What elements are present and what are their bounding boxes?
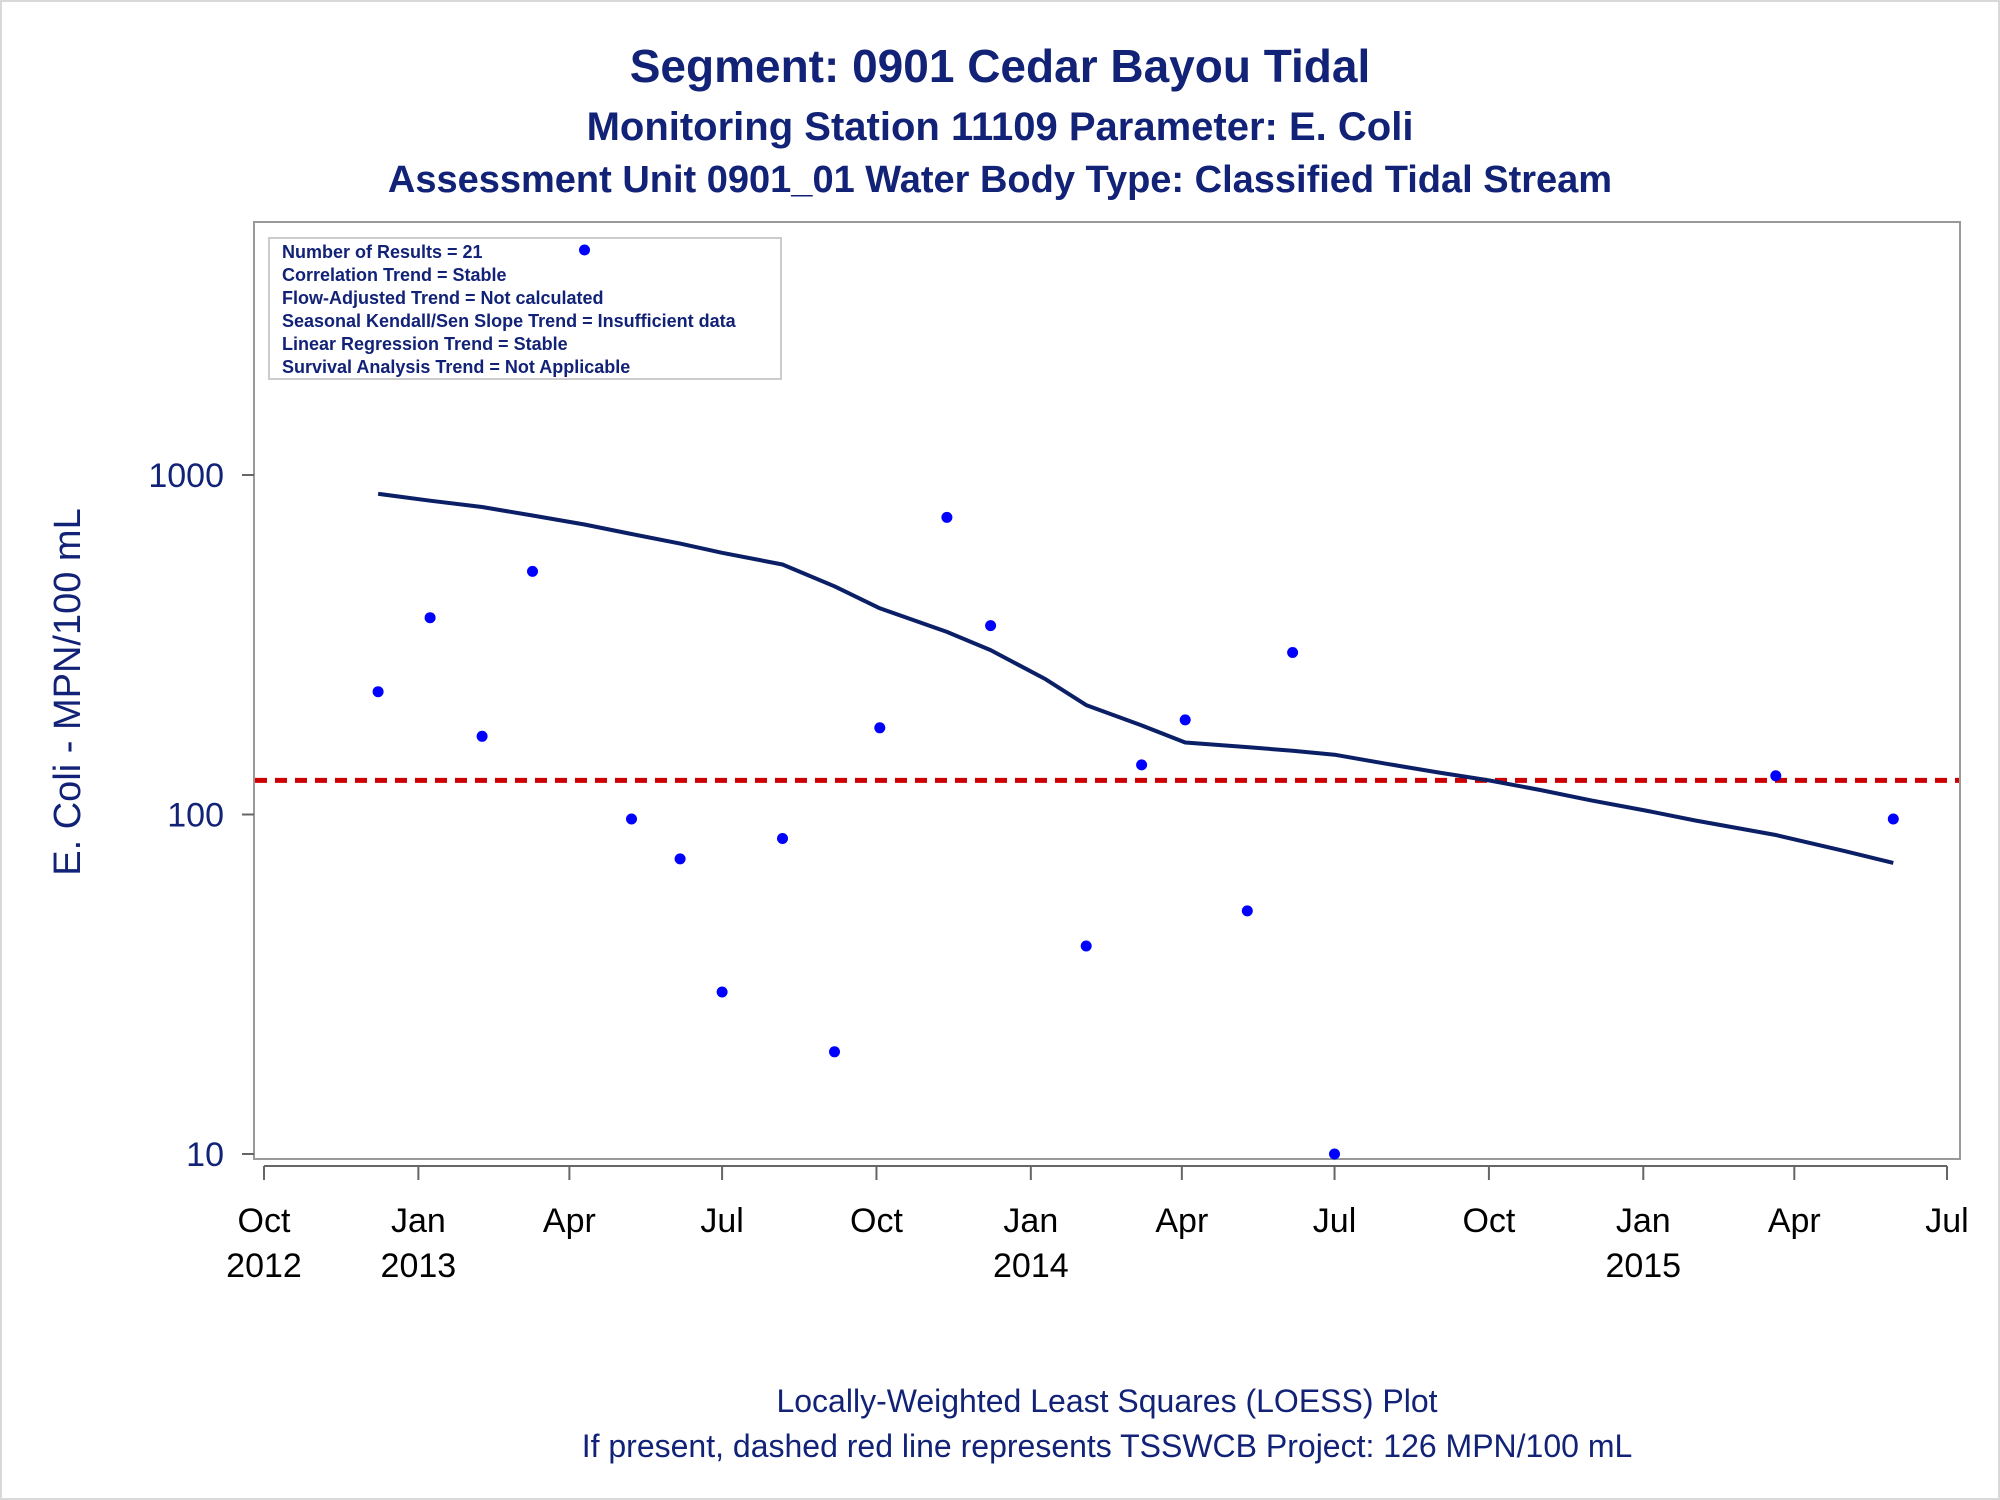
x-tick-year-label: 2014 [993, 1247, 1069, 1285]
data-point [1770, 770, 1782, 782]
y-tick-label: 100 [167, 797, 224, 835]
x-tick-year-label: 2013 [381, 1247, 457, 1285]
x-tick-label: Apr [1155, 1202, 1208, 1240]
x-tick-label: Oct [238, 1202, 291, 1240]
chart-subtitle-station: Monitoring Station 11109 Parameter: E. C… [587, 105, 1414, 149]
x-tick-year-label: 2012 [226, 1247, 302, 1285]
x-axis: Oct 2012 Jan 2013 Apr Jul Oct Jan 2014 Apr Jul Oct J… [226, 1165, 1969, 1285]
trend-summary-box: Number of Results = 21 Correlation Trend… [268, 237, 782, 380]
data-point [1136, 759, 1148, 771]
x-tick-label: Jan [391, 1202, 446, 1240]
chart-title: Segment: 0901 Cedar Bayou Tidal [630, 40, 1371, 92]
data-point [1179, 714, 1191, 726]
x-tick-label: Oct [850, 1202, 903, 1240]
data-point [1887, 813, 1899, 825]
loess-curve-layer [377, 491, 1894, 865]
trend-line-survival-analysis: Survival Analysis Trend = Not Applicable [282, 357, 630, 377]
data-point [372, 686, 384, 698]
x-tick-label: Apr [543, 1202, 596, 1240]
trend-line-flow-adjusted: Flow-Adjusted Trend = Not calculated [282, 288, 604, 308]
loess-curve [377, 491, 1894, 865]
x-tick-label: Jul [1313, 1202, 1356, 1240]
trend-line-correlation: Correlation Trend = Stable [282, 265, 507, 285]
chart-subtitle-assessment: Assessment Unit 0901_01 Water Body Type:… [388, 159, 1612, 201]
x-tick-label: Jul [1925, 1202, 1968, 1240]
data-point [1080, 940, 1092, 952]
data-point [941, 511, 953, 523]
data-point [777, 833, 788, 844]
data-point [476, 730, 488, 742]
trend-line-seasonal-kendall: Seasonal Kendall/Sen Slope Trend = Insuf… [282, 311, 737, 331]
y-tick-label: 1000 [148, 457, 224, 495]
y-axis-label: E. Coli - MPN/100 mL [47, 508, 89, 875]
data-point [1287, 647, 1299, 658]
x-tick-label: Apr [1768, 1202, 1821, 1240]
y-tick-label: 10 [186, 1136, 224, 1174]
data-point [527, 565, 538, 577]
data-point [985, 620, 997, 632]
trend-box-border [268, 237, 782, 380]
data-point [579, 244, 590, 256]
x-tick-label: Jan [1616, 1202, 1671, 1240]
data-point [424, 612, 436, 624]
y-axis: 10 100 1000 [148, 457, 254, 1174]
footnote-reference-line: If present, dashed red line represents T… [582, 1428, 1633, 1464]
data-point [1241, 905, 1253, 917]
data-point [1329, 1148, 1340, 1160]
data-points-layer [372, 244, 1899, 1160]
x-tick-label: Oct [1462, 1202, 1515, 1240]
data-point [716, 986, 728, 998]
x-tick-year-label: 2015 [1605, 1247, 1681, 1285]
x-tick-label: Jan [1003, 1202, 1058, 1240]
data-point [829, 1046, 840, 1058]
data-point [674, 853, 686, 865]
trend-line-linear-regression: Linear Regression Trend = Stable [282, 334, 568, 354]
x-tick-label: Jul [700, 1202, 743, 1240]
data-point [874, 722, 886, 734]
footnote-loess: Locally-Weighted Least Squares (LOESS) P… [776, 1383, 1437, 1419]
data-point [626, 813, 637, 825]
trend-line-results: Number of Results = 21 [282, 242, 483, 262]
